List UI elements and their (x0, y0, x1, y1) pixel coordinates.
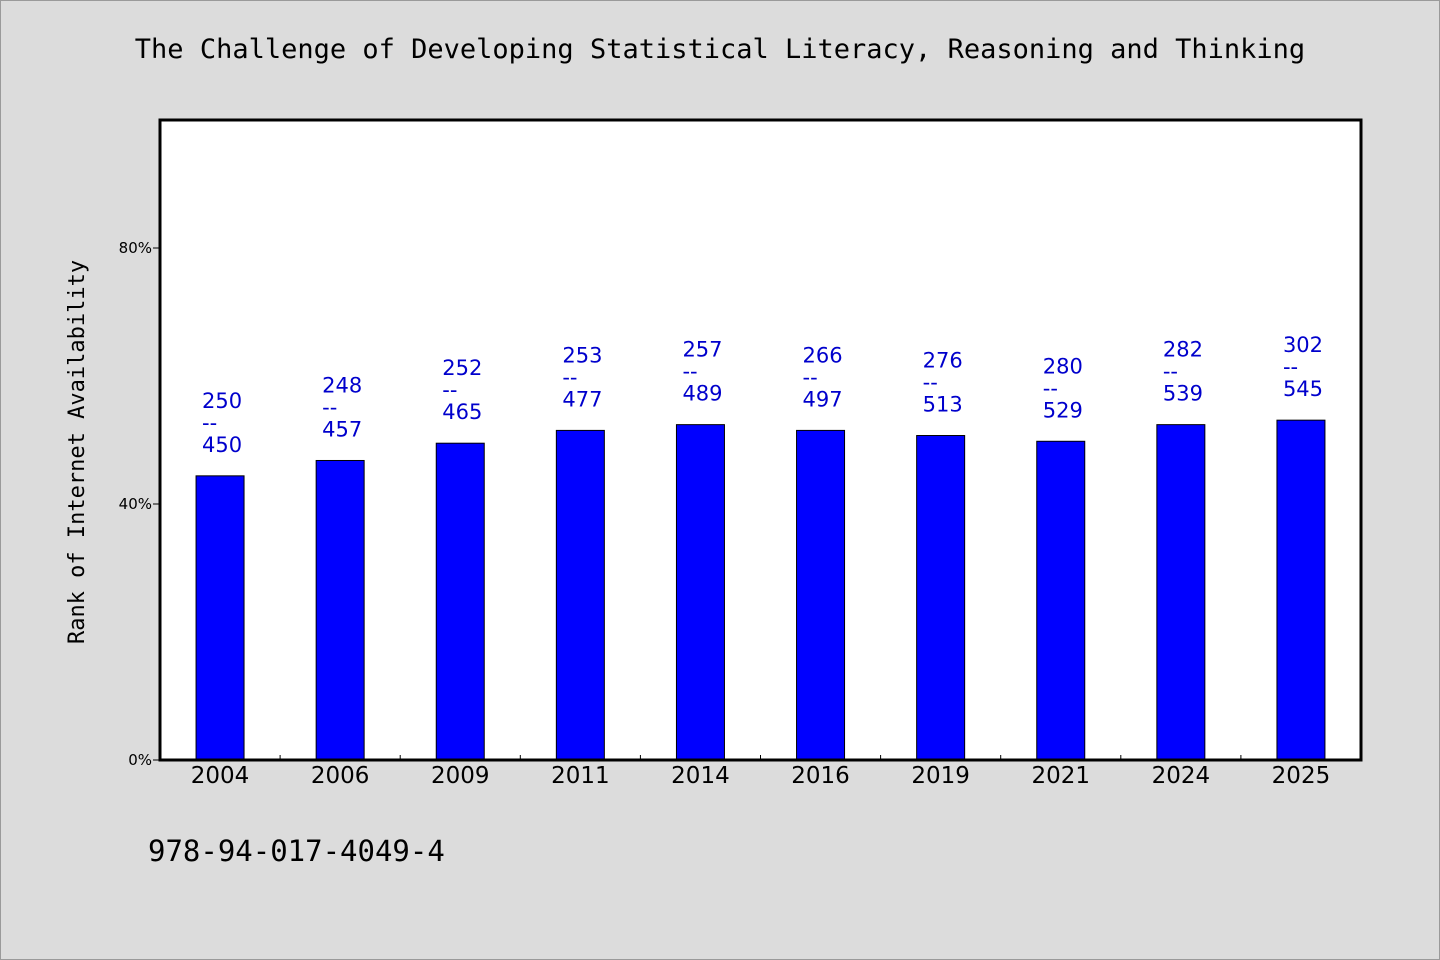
data-label-top: 280 (1043, 354, 1083, 378)
x-tick-label: 2025 (1272, 763, 1331, 789)
bar-2024 (1156, 424, 1206, 761)
data-label-bottom: 489 (682, 382, 722, 406)
data-label-sep: -- (202, 411, 217, 435)
data-label-top: 252 (442, 356, 482, 380)
y-tick-label: 80% (119, 239, 152, 257)
data-label-top: 276 (923, 349, 963, 373)
data-label-bottom: 457 (322, 417, 362, 441)
chart-title: The Challenge of Developing Statistical … (134, 34, 1306, 65)
data-label-top: 250 (202, 389, 242, 413)
data-label-bottom: 529 (1043, 398, 1083, 422)
data-label-bottom: 513 (923, 393, 963, 417)
x-tick-label: 2024 (1152, 763, 1211, 789)
bar-2016 (796, 429, 846, 761)
bar-2019 (916, 435, 966, 761)
data-label-bottom: 545 (1283, 377, 1323, 401)
data-label-sep: -- (1283, 355, 1298, 379)
x-tick-label: 2014 (671, 763, 730, 789)
x-tick-label: 2004 (191, 763, 250, 789)
isbn-text: 978-94-017-4049-4 (148, 834, 445, 868)
data-label-sep: -- (1163, 360, 1178, 384)
x-tick-label: 2019 (911, 763, 970, 789)
bar-2014 (675, 424, 725, 761)
y-tick-label: 40% (119, 495, 152, 513)
y-axis-label: Rank of Internet Availability (65, 260, 90, 644)
data-label-top: 302 (1283, 333, 1323, 357)
bar-2004 (195, 475, 245, 761)
x-tick-label: 2016 (791, 763, 850, 789)
x-tick-label: 2011 (551, 763, 610, 789)
data-label-bottom: 465 (442, 400, 482, 424)
data-label-top: 253 (562, 343, 602, 367)
bar-2011 (555, 429, 605, 761)
data-label-top: 257 (682, 338, 722, 362)
x-tick-label: 2006 (311, 763, 370, 789)
data-label-sep: -- (442, 378, 457, 402)
y-tick-label: 0% (128, 751, 152, 769)
bar-2021 (1036, 440, 1086, 761)
data-label-sep: -- (923, 371, 938, 395)
bar-2006 (315, 459, 365, 761)
plot-border (158, 118, 1363, 762)
bar-2009 (435, 442, 485, 761)
data-label-top: 282 (1163, 338, 1203, 362)
data-label-top: 266 (803, 343, 843, 367)
data-label-sep: -- (1043, 376, 1058, 400)
data-label-sep: -- (562, 365, 577, 389)
data-label-top: 248 (322, 373, 362, 397)
data-label-bottom: 539 (1163, 382, 1203, 406)
x-tick-label: 2021 (1031, 763, 1090, 789)
x-tick-label: 2009 (431, 763, 490, 789)
data-label-bottom: 497 (803, 387, 843, 411)
data-label-sep: -- (682, 360, 697, 384)
bar-2025 (1276, 419, 1326, 761)
data-label-bottom: 450 (202, 433, 242, 457)
data-label-sep: -- (322, 395, 337, 419)
data-label-sep: -- (803, 365, 818, 389)
data-label-bottom: 477 (562, 387, 602, 411)
